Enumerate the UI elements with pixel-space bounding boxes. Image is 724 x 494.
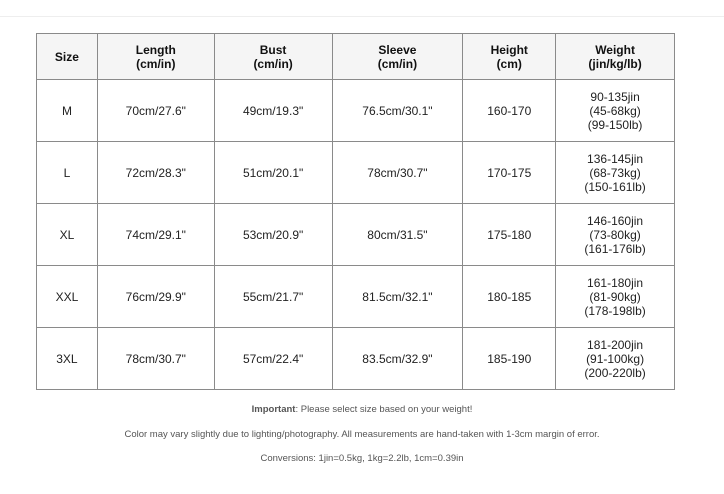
weight-line: 90-135jin [590,89,640,104]
weight-cell: 161-180jin (81-90kg) (178-198lb) [555,265,675,328]
bust-cell: 55cm/21.7" [213,265,333,328]
color-note: Color may vary slightly due to lighting/… [124,428,600,440]
sleeve-cell: 80cm/31.5" [331,203,464,266]
sleeve-cell: 76.5cm/30.1" [331,79,464,142]
size-cell: XXL [36,265,98,328]
size-chart-table: Size Length (cm/in) Bust (cm/in) Sleeve (cm/in… [36,33,675,390]
header-text: (jin/kg/lb) [588,56,642,71]
important-label: Important [251,404,296,415]
column-header: Length (cm/in) [96,33,215,80]
size-cell: XL [36,203,98,266]
length-cell: 78cm/30.7" [96,327,215,390]
bust-cell: 49cm/19.3" [213,79,333,142]
table-row: M 70cm/27.6" 49cm/19.3" 76.5cm/30.1" 160-170… [36,79,675,142]
table-row: XL 74cm/29.1" 53cm/20.9" 80cm/31.5" 175-180 1… [36,203,675,266]
divider [0,16,724,17]
header-text: (cm) [496,56,522,71]
header-row: Size Length (cm/in) Bust (cm/in) Sleeve (cm/in… [36,33,675,80]
weight-line: (45-68kg) [589,103,641,118]
weight-line: (73-80kg) [589,227,641,242]
header-text: Height [490,42,528,57]
weight-cell: 181-200jin (91-100kg) (200-220lb) [555,327,675,390]
weight-line: (200-220lb) [584,365,646,380]
weight-line: (81-90kg) [589,289,641,304]
conversions-note: Conversions: 1jin=0.5kg, 1kg=2.2lb, 1cm=… [260,453,464,464]
length-cell: 70cm/27.6" [96,79,215,142]
weight-line: (150-161lb) [584,179,646,194]
header-text: Size [54,49,79,64]
header-text: (cm/in) [253,56,293,71]
header-text: Weight [595,42,635,57]
length-cell: 74cm/29.1" [96,203,215,266]
height-cell: 175-180 [462,203,557,266]
weight-line: 161-180jin [587,275,644,290]
length-cell: 76cm/29.9" [96,265,215,328]
header-text: Sleeve [378,42,417,57]
header-text: (cm/in) [377,56,418,71]
weight-cell: 136-145jin (68-73kg) (150-161lb) [555,141,675,204]
length-cell: 72cm/28.3" [96,141,215,204]
important-note: Important: Please select size based on y… [0,404,724,415]
weight-line: (91-100kg) [586,351,645,366]
header-text: (cm/in) [136,56,176,71]
weight-line: (178-198lb) [584,303,646,318]
sleeve-cell: 83.5cm/32.9" [331,327,464,390]
weight-line: (99-150lb) [587,117,643,132]
weight-line: (68-73kg) [589,165,641,180]
column-header: Bust (cm/in) [213,33,333,80]
bust-cell: 57cm/22.4" [213,327,333,390]
weight-line: 136-145jin [587,151,644,166]
weight-line: 181-200jin [587,337,644,352]
table-row: 3XL 78cm/30.7" 57cm/22.4" 83.5cm/32.9" 185-1… [36,327,675,390]
bust-cell: 51cm/20.1" [213,141,333,204]
sleeve-cell: 81.5cm/32.1" [331,265,464,328]
size-cell: L [36,141,98,204]
bust-cell: 53cm/20.9" [213,203,333,266]
weight-cell: 146-160jin (73-80kg) (161-176lb) [555,203,675,266]
header-text: Bust [259,42,287,57]
table-row: L 72cm/28.3" 51cm/20.1" 78cm/30.7" 170-175 13… [36,141,675,204]
table-row: XXL 76cm/29.9" 55cm/21.7" 81.5cm/32.1" 180-1… [36,265,675,328]
column-header: Height (cm) [462,33,557,80]
height-cell: 185-190 [462,327,557,390]
weight-cell: 90-135jin (45-68kg) (99-150lb) [555,79,675,142]
size-cell: M [36,79,98,142]
height-cell: 170-175 [462,141,557,204]
important-text: : Please select size based on your weigh… [295,404,473,415]
height-cell: 180-185 [462,265,557,328]
header-text: Length [135,42,176,57]
notes: Important: Please select size based on y… [0,404,724,478]
weight-line: 146-160jin [587,213,644,228]
sleeve-cell: 78cm/30.7" [331,141,464,204]
column-header: Size [36,33,98,80]
column-header: Sleeve (cm/in) [331,33,464,80]
weight-line: (161-176lb) [584,241,646,256]
height-cell: 160-170 [462,79,557,142]
size-cell: 3XL [36,327,98,390]
column-header: Weight (jin/kg/lb) [555,33,675,80]
